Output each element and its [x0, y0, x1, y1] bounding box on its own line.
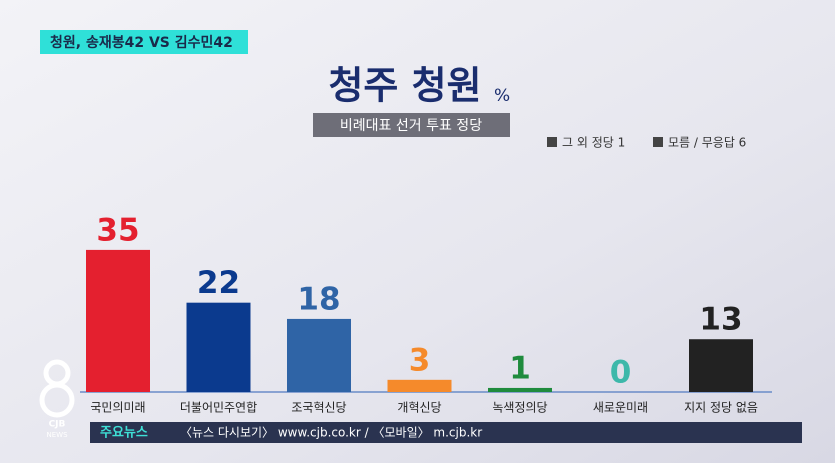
- value-label: 13: [699, 302, 742, 338]
- logo-sub: NEWS: [46, 431, 68, 439]
- bar: [689, 339, 753, 392]
- logo: CJB NEWS: [39, 359, 75, 439]
- value-label: 35: [96, 212, 139, 248]
- chart-title: 청주 청원: [328, 64, 481, 108]
- value-label: 0: [610, 355, 632, 391]
- tag-box: [40, 30, 248, 54]
- bar: [186, 302, 251, 392]
- value-label: 3: [409, 342, 431, 378]
- legend-swatch: [547, 137, 557, 147]
- bar: [287, 318, 351, 392]
- subtitle-box: [313, 113, 510, 137]
- category-label: 국민의미래: [90, 401, 145, 415]
- value-label: 18: [297, 281, 340, 317]
- logo-text: CJB: [49, 420, 66, 430]
- category-label: 지지 정당 없음: [684, 401, 758, 415]
- category-label: 조국혁신당: [291, 401, 346, 415]
- bar: [488, 387, 552, 392]
- value-label: 22: [197, 265, 240, 301]
- category-label: 새로운미래: [593, 401, 648, 415]
- annotation: 모름 / 무응답 6: [668, 136, 746, 150]
- subtitle: 비례대표 선거 투표 정당: [340, 118, 482, 134]
- tag: 청원, 송재봉42 VS 김수민42: [50, 34, 233, 51]
- ticker-bar: [90, 422, 802, 443]
- value-label: 1: [509, 350, 531, 386]
- ticker-text: 〈뉴스 다시보기〉 www.cjb.co.kr / 〈모바일〉 m.cjb.kr: [180, 426, 482, 440]
- bar: [387, 379, 452, 392]
- category-label: 개혁신당: [397, 401, 441, 415]
- annotation: 그 외 정당 1: [562, 136, 625, 150]
- legend-swatch: [653, 137, 663, 147]
- category-label: 더불어민주연합: [180, 401, 257, 415]
- bar: [86, 249, 150, 392]
- category-label: 녹색정의당: [492, 401, 547, 415]
- logo-mark: [39, 382, 75, 418]
- unit: %: [494, 86, 510, 106]
- ticker-label: 주요뉴스: [100, 426, 148, 441]
